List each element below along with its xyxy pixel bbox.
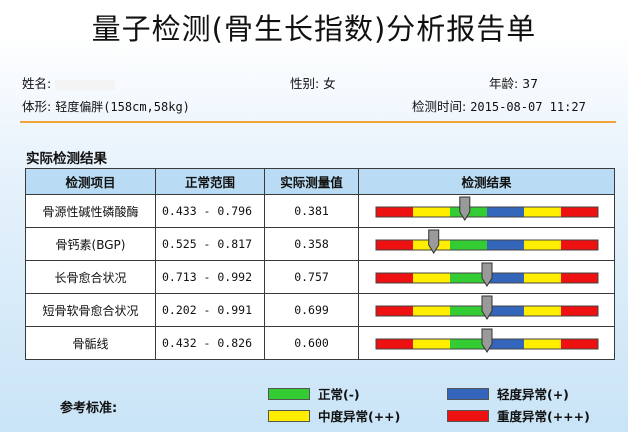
gauge-segment <box>523 306 561 316</box>
row-item: 长骨愈合状况 <box>25 260 156 294</box>
section-title: 实际检测结果 <box>26 151 107 167</box>
name-info: 姓名: <box>22 73 116 92</box>
gauge-segment <box>560 207 598 217</box>
gauge-segment <box>375 207 413 217</box>
results-table: 检测项目 正常范围 实际测量值 检测结果 骨源性碱性磷酸酶 0.433 - 0.… <box>25 168 615 360</box>
table-row: 骨源性碱性磷酸酶 0.433 - 0.796 0.381 <box>25 194 615 228</box>
row-range: 0.432 - 0.826 <box>155 326 265 360</box>
table-row: 短骨软骨愈合状况 0.202 - 0.991 0.699 <box>25 293 615 327</box>
gauge-border <box>375 239 598 251</box>
table-row: 长骨愈合状况 0.713 - 0.992 0.757 <box>25 260 615 294</box>
row-range: 0.433 - 0.796 <box>155 194 265 228</box>
header-item: 检测项目 <box>25 168 156 195</box>
table-row: 骨骺线 0.432 - 0.826 0.600 <box>25 326 615 360</box>
legend-swatch-severe <box>447 409 489 422</box>
gauge-border <box>375 206 598 218</box>
row-value: 0.358 <box>264 227 359 261</box>
table-header-row: 检测项目 正常范围 实际测量值 检测结果 <box>25 168 615 195</box>
gauge-segment <box>412 207 450 217</box>
row-gauge <box>358 326 615 360</box>
row-item: 骨源性碱性磷酸酶 <box>25 194 156 228</box>
gauge-segment <box>486 273 524 283</box>
gauge-segment <box>449 339 487 349</box>
row-gauge <box>358 194 615 228</box>
gauge-segment <box>560 306 598 316</box>
gauge-segment <box>375 339 413 349</box>
gauge-marker <box>458 196 470 221</box>
gauge-segment <box>486 240 524 250</box>
time-label: 检测时间: <box>412 99 467 114</box>
report-title: 量子检测(骨生长指数)分析报告单 <box>91 12 537 46</box>
row-item: 骨钙素(BGP) <box>25 227 156 261</box>
legend-text-mild: 轻度异常(+) <box>497 387 569 402</box>
row-gauge <box>358 260 615 294</box>
result-gauge <box>375 328 598 353</box>
result-gauge <box>375 229 598 254</box>
gauge-segment <box>375 273 413 283</box>
row-range: 0.202 - 0.991 <box>155 293 265 327</box>
legend-normal: 正常(-) <box>268 384 360 403</box>
name-redacted <box>55 79 116 90</box>
gauge-segment <box>375 240 413 250</box>
legend-swatch-moderate <box>268 409 310 422</box>
row-range: 0.525 - 0.817 <box>155 227 265 261</box>
gauge-segment <box>412 273 450 283</box>
gauge-segment <box>412 339 450 349</box>
gauge-segment <box>375 306 413 316</box>
gauge-segment <box>486 306 524 316</box>
row-value: 0.699 <box>264 293 359 327</box>
gauge-segment <box>412 306 450 316</box>
result-gauge <box>375 196 598 221</box>
row-gauge <box>358 293 615 327</box>
age-info: 年龄: 37 <box>489 76 539 91</box>
header-result: 检测结果 <box>358 168 615 195</box>
gauge-segment <box>523 339 561 349</box>
gauge-segment <box>560 240 598 250</box>
name-label: 姓名: <box>22 76 52 91</box>
legend-severe: 重度异常(+++) <box>447 406 590 425</box>
row-value: 0.600 <box>264 326 359 360</box>
table-row: 骨钙素(BGP) 0.525 - 0.817 0.358 <box>25 227 615 261</box>
row-value: 0.757 <box>264 260 359 294</box>
row-item: 短骨软骨愈合状况 <box>25 293 156 327</box>
gauge-segment <box>486 339 524 349</box>
legend-text-moderate: 中度异常(++) <box>318 409 401 424</box>
gauge-segment <box>486 207 524 217</box>
time-info: 检测时间: 2015-08-07 11:27 <box>412 96 586 115</box>
legend-moderate: 中度异常(++) <box>268 406 400 425</box>
legend-text-normal: 正常(-) <box>318 387 360 402</box>
gauge-marker <box>427 229 439 254</box>
gauge-segment <box>523 273 561 283</box>
gauge-marker <box>481 295 492 320</box>
header-divider <box>20 121 616 123</box>
time-value: 2015-08-07 11:27 <box>470 100 586 114</box>
row-gauge <box>358 227 615 261</box>
row-value: 0.381 <box>264 194 359 228</box>
gauge-segment <box>560 273 598 283</box>
header-value: 实际测量值 <box>264 168 359 195</box>
legend-swatch-mild <box>447 387 489 400</box>
legend-label: 参考标准: <box>60 401 118 416</box>
body-label: 体形: <box>22 99 52 114</box>
legend-text-severe: 重度异常(+++) <box>497 409 590 424</box>
gauge-segment <box>560 339 598 349</box>
gauge-segment <box>523 207 561 217</box>
body-info: 体形: 轻度偏胖(158cm,58kg) <box>22 96 190 115</box>
gauge-segment <box>523 240 561 250</box>
gauge-marker <box>481 262 492 287</box>
gauge-segment <box>449 306 487 316</box>
result-gauge <box>375 295 598 320</box>
gauge-marker <box>481 328 492 353</box>
body-value: 轻度偏胖(158cm,58kg) <box>55 100 190 114</box>
header-range: 正常范围 <box>155 168 265 195</box>
row-item: 骨骺线 <box>25 326 156 360</box>
gauge-segment <box>449 240 487 250</box>
legend-swatch-normal <box>268 387 310 400</box>
result-gauge <box>375 262 598 287</box>
gauge-segment <box>449 273 487 283</box>
row-range: 0.713 - 0.992 <box>155 260 265 294</box>
legend-mild: 轻度异常(+) <box>447 384 569 403</box>
gender-info: 性别: 女 <box>290 76 336 91</box>
